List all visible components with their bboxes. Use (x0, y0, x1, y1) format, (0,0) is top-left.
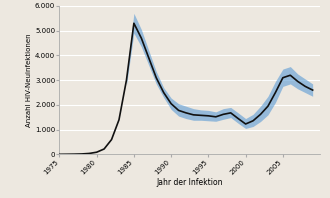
X-axis label: Jahr der Infektion: Jahr der Infektion (156, 178, 223, 187)
Y-axis label: Anzahl HIV-Neuinfektionen: Anzahl HIV-Neuinfektionen (26, 33, 32, 127)
